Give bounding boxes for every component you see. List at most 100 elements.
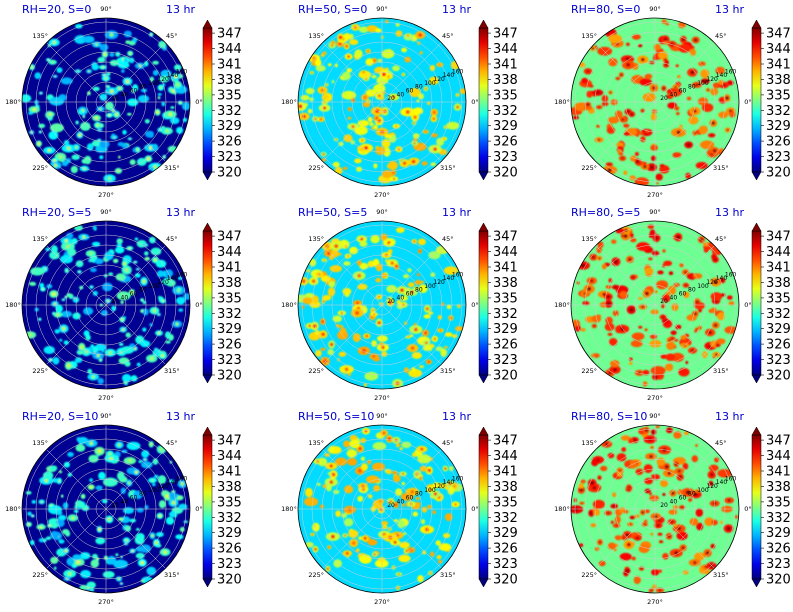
heat-spot-core [393, 471, 396, 474]
heat-spot [314, 330, 320, 335]
heat-spot-core [124, 267, 129, 273]
heat-spot [332, 489, 340, 495]
heat-spot [315, 58, 322, 67]
heat-spot [129, 159, 136, 166]
radial-tick-label: 100 [148, 487, 160, 494]
heat-spot [360, 456, 365, 461]
heat-spot-core [158, 97, 160, 99]
angle-label: 135° [581, 439, 597, 447]
heat-spot [90, 344, 94, 348]
polar-frame [297, 17, 467, 187]
heat-spot-core [136, 148, 139, 152]
heat-spot-core [311, 279, 316, 284]
heat-spot-core [714, 323, 718, 327]
heat-spot [644, 73, 653, 80]
angle-label: 225° [308, 367, 324, 375]
heat-spot [342, 166, 348, 170]
polar-frame [21, 17, 191, 187]
colorbar-tick-label: 335 [217, 495, 242, 510]
heat-spot [446, 121, 460, 130]
heat-spot-core [307, 270, 309, 272]
heat-spot-core [693, 561, 697, 565]
colorbar-tick-label: 326 [217, 135, 242, 150]
heat-spot-core [625, 511, 627, 513]
colorbar-tick-label: 338 [217, 480, 242, 495]
heat-spot [629, 232, 634, 238]
heat-spot [75, 260, 84, 268]
heat-spot-core [721, 279, 724, 282]
heat-spot-core [454, 503, 457, 506]
heat-spot [367, 539, 378, 546]
panel-title: RH=80, S=5 [571, 206, 640, 219]
heat-spot-core [178, 288, 180, 291]
heat-spot [322, 295, 332, 301]
angle-label: 0° [744, 98, 751, 106]
radial-tick-label: 40 [670, 294, 678, 301]
heat-spot-core [640, 567, 643, 570]
angular-grid-line [46, 101, 107, 162]
heat-spot-core [631, 516, 634, 519]
heat-spot-core [53, 159, 56, 163]
angle-label: 315° [164, 367, 180, 375]
heat-spot-core [110, 89, 114, 94]
heat-spot [343, 518, 354, 527]
colorbar-extend-max [478, 426, 489, 436]
heat-spot [115, 51, 121, 57]
heat-spot-core [428, 505, 431, 508]
heat-spot [616, 453, 627, 462]
heat-spot-core [100, 124, 103, 127]
heat-spot [377, 335, 388, 342]
heat-spot [373, 83, 386, 93]
radial-tick-label: 40 [670, 91, 678, 98]
heat-spot [70, 165, 78, 174]
colorbar-bar [751, 230, 762, 376]
heat-spot [378, 96, 385, 100]
heat-spot-core [630, 112, 634, 116]
heat-spot-core [131, 90, 134, 93]
heat-spot [142, 300, 147, 305]
heat-spot [302, 297, 313, 305]
radial-tick-label: 40 [121, 91, 129, 98]
heat-spot [695, 508, 703, 517]
panel-title: RH=20, S=0 [22, 3, 91, 16]
heat-spot [48, 131, 59, 140]
heat-spot [610, 360, 620, 368]
heat-spot-core [30, 65, 34, 69]
heat-spot-core [76, 121, 78, 124]
heat-spot [51, 245, 58, 254]
colorbar-tick-label: 320 [766, 369, 791, 384]
heat-spot [445, 486, 449, 490]
heat-spot [349, 246, 358, 255]
heat-spot-core [326, 567, 330, 571]
heat-spot-core [395, 125, 398, 128]
heat-spot [381, 139, 391, 148]
heat-spot-core [665, 465, 669, 469]
angle-label: 0° [195, 98, 202, 106]
heat-spot [164, 331, 171, 339]
heat-spot [134, 237, 139, 241]
heat-spot-core [383, 109, 387, 114]
heat-spot [31, 500, 37, 504]
colorbar-tick-label: 347 [493, 27, 518, 42]
heat-spot [369, 122, 374, 127]
heat-spot-core [64, 239, 68, 243]
heat-spot-core [651, 86, 656, 90]
heat-spot [697, 97, 709, 106]
heat-spot [414, 279, 422, 285]
heat-spot [341, 71, 351, 80]
heat-spot-core [598, 257, 601, 260]
heat-spot [115, 273, 126, 281]
colorbar-bar [478, 230, 489, 376]
angle-label: 225° [308, 164, 324, 172]
heat-spot [421, 506, 428, 513]
heat-spot [710, 307, 717, 314]
heat-spot [117, 61, 130, 69]
heat-spot [650, 113, 657, 121]
panel-title: RH=50, S=5 [298, 206, 367, 219]
heat-spot-core [331, 472, 336, 477]
heat-spot-core [153, 165, 158, 169]
heat-spot-core [411, 159, 416, 164]
heat-spot-core [362, 71, 365, 74]
heat-spot-core [591, 47, 595, 50]
angular-grid-line [595, 449, 656, 510]
